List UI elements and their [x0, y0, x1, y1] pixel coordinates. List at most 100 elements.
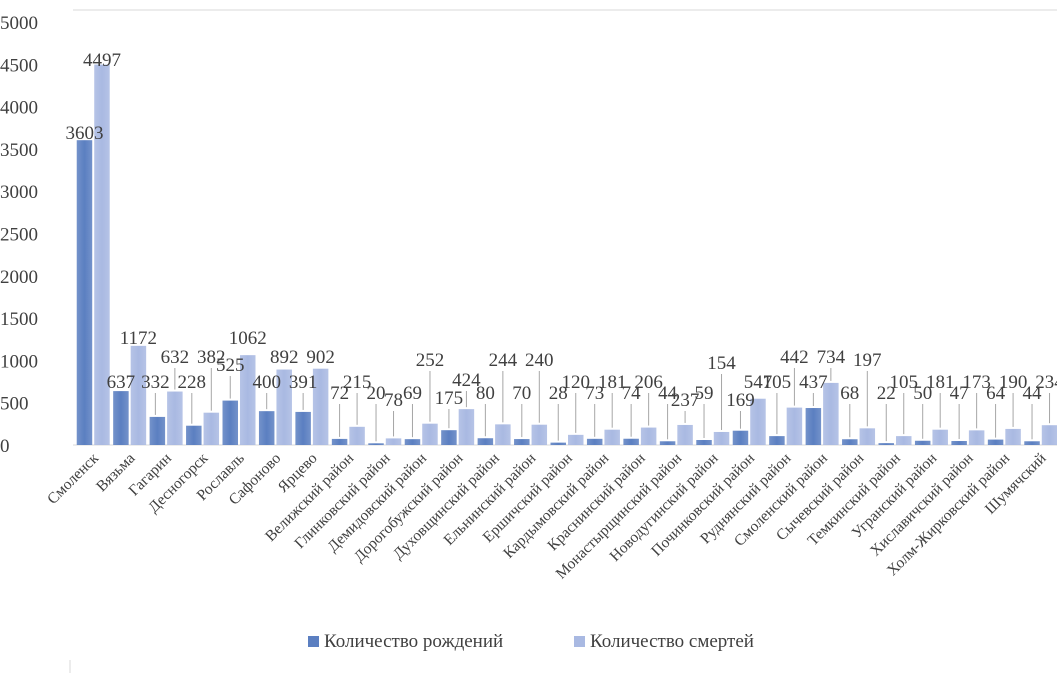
data-label-births: 80: [476, 383, 495, 404]
bar-births: [805, 408, 822, 445]
bar-births: [696, 440, 712, 445]
legend-swatch-deaths: [574, 636, 585, 647]
bar-deaths: [203, 412, 220, 445]
data-label-deaths: 632: [161, 347, 190, 368]
bar-deaths: [1005, 428, 1021, 445]
bar-deaths: [130, 345, 147, 445]
data-label-births: 3603: [65, 123, 103, 144]
bar-deaths: [859, 428, 876, 445]
bar-deaths: [823, 382, 839, 445]
data-label-births: 391: [289, 372, 318, 393]
bar-births: [368, 443, 384, 445]
y-tick-label: 1500: [0, 309, 38, 330]
bar-deaths: [349, 426, 365, 445]
bar-deaths: [1041, 425, 1057, 445]
y-tick-label: 3000: [0, 182, 38, 203]
data-label-deaths: 252: [416, 350, 445, 371]
bar-deaths: [750, 398, 766, 445]
bar-births: [659, 441, 676, 445]
bar-births: [76, 140, 93, 445]
bar-deaths: [422, 423, 438, 445]
data-label-deaths: 1172: [120, 328, 157, 349]
data-label-births: 400: [252, 372, 281, 393]
data-label-deaths: 237: [671, 390, 700, 411]
bar-births: [914, 440, 931, 445]
data-label-births: 105: [763, 372, 792, 393]
data-label-deaths: 4497: [83, 50, 121, 71]
y-tick-label: 1000: [0, 351, 38, 372]
y-tick-label: 4000: [0, 98, 38, 119]
bar-births: [404, 439, 421, 445]
bar-deaths: [640, 427, 657, 445]
bar-deaths: [94, 64, 110, 445]
y-tick-label: 500: [0, 394, 29, 415]
y-tick-label: 5000: [0, 13, 38, 34]
data-label-births: 22: [877, 383, 896, 404]
data-label-births: 73: [585, 383, 604, 404]
data-label-births: 437: [799, 372, 828, 393]
bar-births: [987, 439, 1004, 445]
data-label-deaths: 547: [744, 372, 773, 393]
bar-births: [769, 436, 785, 445]
y-tick-label: 0: [0, 436, 10, 457]
bar-births: [477, 438, 494, 445]
bar-deaths: [568, 434, 584, 445]
bar-births: [586, 438, 603, 445]
bar-births: [550, 442, 566, 445]
data-label-births: 332: [141, 372, 170, 393]
data-label-deaths: 234: [1035, 372, 1057, 393]
bar-births: [258, 411, 275, 445]
bar-deaths: [968, 430, 985, 445]
bar-deaths: [167, 391, 183, 445]
data-label-births: 20: [367, 383, 386, 404]
y-tick-label: 4500: [0, 55, 38, 76]
bar-deaths: [713, 431, 730, 445]
data-label-births: 69: [403, 383, 422, 404]
legend-label-deaths: Количество смертей: [590, 631, 754, 652]
bar-deaths: [240, 355, 256, 445]
data-label-births: 175: [435, 388, 464, 409]
data-label-deaths: 902: [306, 347, 335, 368]
bar-deaths: [458, 409, 475, 445]
data-label-deaths: 173: [962, 372, 991, 393]
data-label-deaths: 442: [780, 347, 809, 368]
bar-deaths: [604, 429, 620, 445]
bar-births: [295, 411, 311, 445]
bar-deaths: [495, 424, 511, 445]
data-label-deaths: 197: [853, 350, 882, 371]
data-label-births: 59: [695, 383, 714, 404]
bar-deaths: [677, 424, 693, 445]
data-label-births: 68: [840, 383, 859, 404]
data-label-deaths: 181: [598, 372, 627, 393]
data-label-deaths: 244: [489, 350, 518, 371]
bar-deaths: [276, 369, 292, 445]
data-label-deaths: 734: [817, 347, 846, 368]
data-label-deaths: 181: [926, 372, 955, 393]
data-label-deaths: 424: [452, 370, 481, 391]
data-label-births: 64: [986, 383, 1006, 404]
data-label-births: 47: [950, 383, 969, 404]
data-label-deaths: 1062: [229, 328, 267, 349]
bar-births: [331, 438, 348, 445]
data-label-deaths: 190: [999, 372, 1028, 393]
data-label-births: 44: [1023, 383, 1043, 404]
data-label-births: 228: [178, 372, 207, 393]
data-label-deaths: 240: [525, 350, 554, 371]
data-label-births: 72: [330, 383, 349, 404]
data-label-births: 74: [622, 383, 642, 404]
bar-births: [514, 439, 530, 445]
bar-deaths: [932, 429, 948, 445]
bar-births: [186, 425, 202, 445]
data-label-deaths: 892: [270, 347, 299, 368]
legend-swatch-births: [308, 636, 319, 647]
bar-births: [878, 443, 894, 445]
bar-deaths: [786, 407, 803, 445]
bar-births: [732, 430, 749, 445]
data-label-deaths: 215: [343, 372, 372, 393]
y-tick-label: 2500: [0, 225, 38, 246]
bar-births: [149, 416, 166, 445]
y-tick-label: 3500: [0, 140, 38, 161]
data-label-births: 169: [726, 390, 755, 411]
